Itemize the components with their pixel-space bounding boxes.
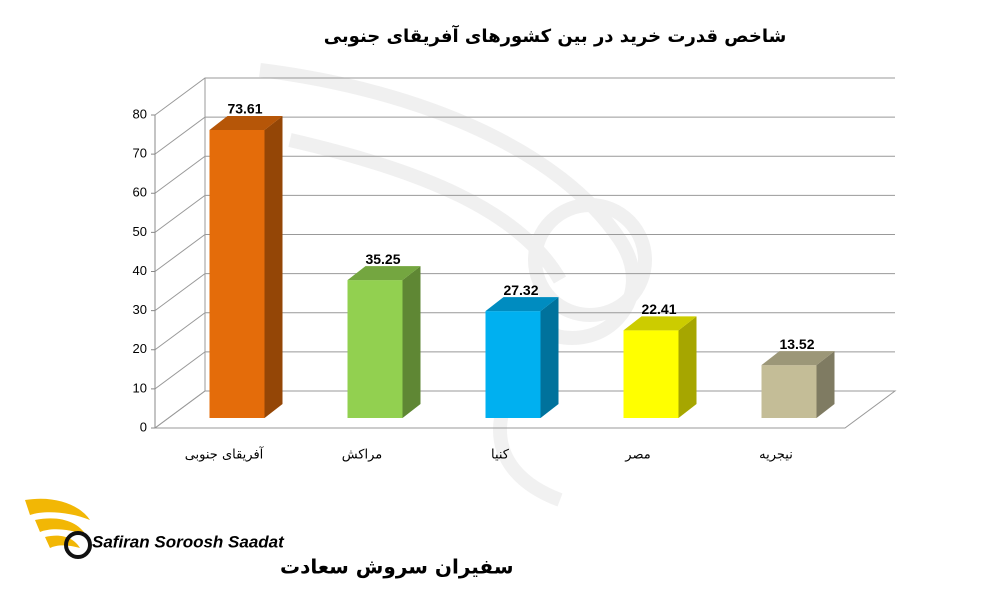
x-tick-label: آفریقای جنوبی	[185, 446, 265, 463]
bar-side-shade	[540, 297, 559, 418]
bar-top-shade	[761, 351, 835, 366]
bar	[209, 130, 265, 419]
value-label: 35.25	[365, 251, 400, 267]
bar-side-shade	[678, 316, 697, 418]
bar-side-shade	[264, 116, 283, 418]
bar-side-shade	[402, 266, 421, 418]
bar	[347, 280, 403, 418]
value-label: 73.61	[227, 101, 262, 117]
x-tick-label: کنیا	[491, 448, 510, 463]
bar-top	[209, 116, 283, 131]
value-label: 27.32	[503, 282, 538, 298]
value-label: 13.52	[779, 336, 814, 352]
bar-side	[540, 297, 559, 418]
bar	[623, 330, 679, 418]
y-tick-label: 30	[133, 302, 147, 317]
y-tick-label: 70	[133, 146, 147, 161]
x-tick-label: نیجریه	[759, 448, 793, 463]
logo: Safiran Soroosh Saadat سفیران سروش سعادت	[25, 498, 514, 579]
logo-wing	[45, 535, 80, 548]
logo-wing	[35, 518, 86, 535]
bar-top	[761, 351, 835, 366]
bar-side	[402, 266, 421, 418]
chart-title: شاخص قدرت خرید در بین کشورهای آفریقای جن…	[324, 24, 787, 47]
value-label: 22.41	[641, 301, 676, 317]
logo-persian: سفیران سروش سعادت	[280, 555, 514, 579]
bar-top-shade	[209, 116, 283, 131]
y-tick-label: 40	[133, 263, 147, 278]
bar-side-shade	[816, 351, 835, 418]
bar-top-shade	[485, 297, 559, 312]
logo-wing	[25, 498, 90, 520]
x-tick-label: مصر	[624, 448, 650, 463]
bar-side	[264, 116, 283, 418]
bar-side	[678, 316, 697, 418]
y-tick-label: 0	[140, 419, 147, 434]
bar-top	[485, 297, 559, 312]
bar-side	[816, 351, 835, 418]
x-tick-label: مراکش	[342, 448, 383, 463]
bar	[761, 365, 817, 418]
y-tick-label: 80	[133, 106, 147, 121]
bar	[485, 311, 541, 418]
bar-top-shade	[347, 266, 421, 281]
watermark	[259, 63, 652, 507]
bar-top	[623, 316, 697, 331]
y-tick-label: 20	[133, 341, 147, 356]
y-tick-label: 50	[133, 224, 147, 239]
bar-top	[347, 266, 421, 281]
y-tick-label: 10	[133, 380, 147, 395]
y-tick-label: 60	[133, 185, 147, 200]
grid-line	[154, 77, 895, 116]
logo-latin: Safiran Soroosh Saadat	[92, 532, 285, 551]
logo-ring	[64, 531, 92, 559]
bar-top-shade	[623, 316, 697, 331]
